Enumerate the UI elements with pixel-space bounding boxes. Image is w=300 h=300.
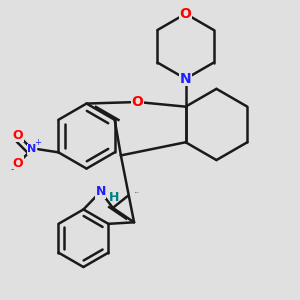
Text: N: N (180, 72, 191, 86)
Text: O: O (13, 157, 23, 170)
Text: H: H (110, 191, 120, 204)
Text: N: N (95, 185, 106, 198)
Text: methyl: methyl (135, 192, 140, 193)
Text: N: N (27, 144, 37, 154)
Text: O: O (180, 7, 191, 21)
Text: -: - (10, 164, 14, 174)
Text: +: + (34, 138, 41, 147)
Text: O: O (13, 129, 23, 142)
Text: O: O (132, 95, 144, 109)
